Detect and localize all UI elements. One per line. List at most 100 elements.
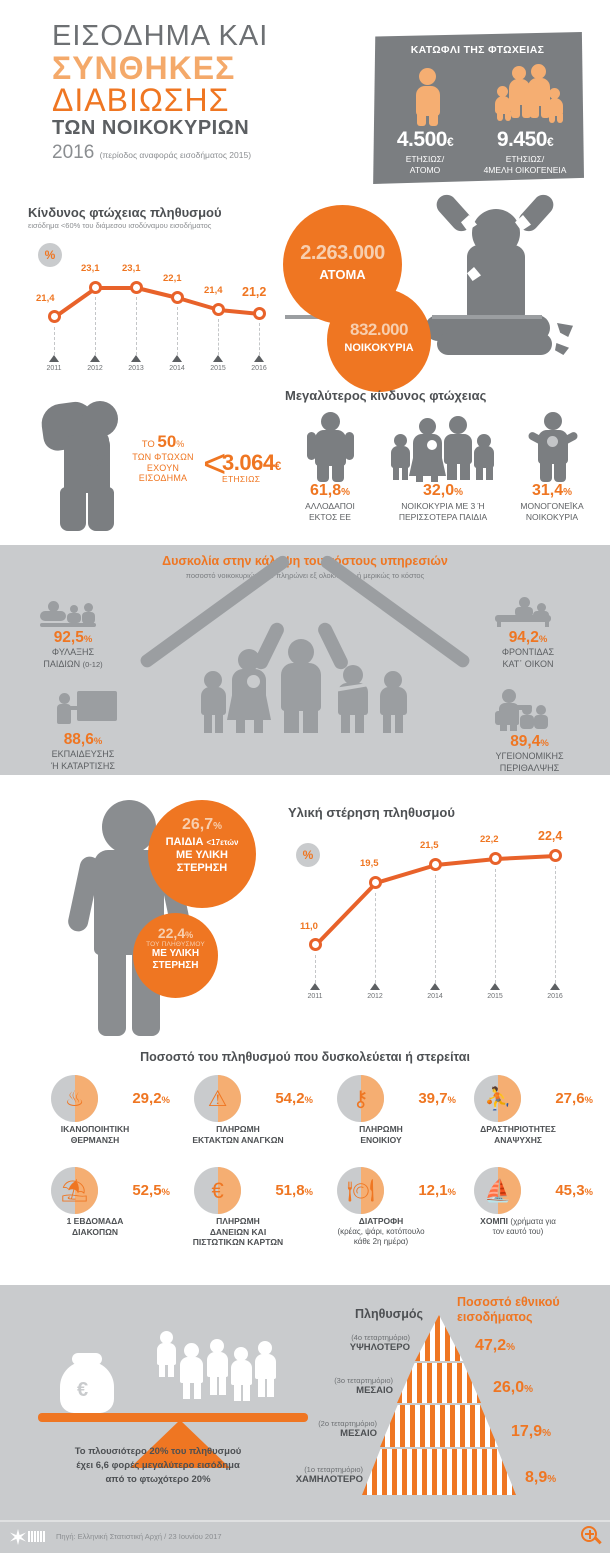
chart1-tick-2016: 2016	[251, 365, 267, 372]
zoom-in-icon[interactable]	[581, 1526, 602, 1547]
euro-sign: €	[546, 135, 554, 149]
chart1-tick-2013: 2013	[128, 365, 144, 372]
deprivation-item-emergency: ⚠ 54,2% ΠΛΗΡΩΜΗ ΕΚΤΑΚΤΩΝ ΑΝΑΓΚΩΝ	[163, 1075, 313, 1145]
poverty-threshold-title: ΚΑΤΩΦΛΙ ΤΗΣ ΦΤΩΧΕΙΑΣ	[410, 44, 545, 56]
warning-icon: ⚠	[194, 1075, 242, 1122]
euro-sign: €	[446, 135, 454, 149]
inequality-note: Το πλουσιότερο 20% του πληθυσμού έχει 6,…	[8, 1445, 308, 1486]
loans-label-3: ΠΙΣΤΩΤΙΚΩΝ ΚΑΡΤΩΝ	[192, 1237, 284, 1248]
service-item-homecare: 94,2% ΦΡΟΝΤΙΔΑΣ ΚΑΤ᾽ ΟΙΚΟΝ	[468, 629, 588, 670]
section-service-costs: Δυσκολία στην κάλυψη του κόστους υπηρεσι…	[0, 545, 610, 775]
percent-sign: %	[161, 1095, 170, 1106]
windsurf-glyph: ⛵	[483, 1177, 512, 1203]
pyramid-q2-note: (2ο τεταρτημόριο)	[318, 1419, 377, 1428]
pyramid-value-q4: 47,2%	[475, 1337, 515, 1355]
percent-sign: %	[83, 634, 93, 645]
title-year: 2016 (περίοδος αναφοράς εισοδήματος 2015…	[52, 142, 307, 164]
chart1-point-2012	[89, 281, 102, 294]
population-deprivation-sub: ΤΟΥ ΠΛΗΘΥΣΜΟΥ	[146, 941, 205, 948]
education-label-2: Ή ΚΑΤΑΡΤΙΣΗΣ	[51, 760, 115, 771]
childcare-icon	[40, 601, 96, 627]
chart1-point-2015	[212, 303, 225, 316]
chart-material-deprivation: Υλική στέρηση πληθυσμού % 11,0 19,5 21,5…	[288, 805, 588, 1025]
loans-label-1: ΠΛΗΡΩΜΗ	[216, 1216, 260, 1226]
chart2-label-2016: 22,4	[538, 829, 563, 843]
euro-symbol: €	[77, 1379, 89, 1401]
pyramid-q3-note: (3ο τεταρτημόριο)	[334, 1376, 393, 1385]
holiday-value: 52,5	[132, 1182, 162, 1199]
chart2-point-2016	[549, 849, 562, 862]
children-deprivation-l3: ΣΤΕΡΗΣΗ	[176, 862, 228, 875]
recreation-value: 27,6	[555, 1090, 585, 1107]
hobby-label-2: τον εαυτό του)	[492, 1227, 544, 1236]
holiday-icon: ⛱	[51, 1167, 99, 1214]
children-deprivation-l2: ΜΕ ΥΛΙΚΗ	[176, 849, 228, 862]
bubble-children-deprivation: 26,7% ΠΑΙΔΙΑ <17ετών ΜΕ ΥΛΙΚΗ ΣΤΕΡΗΣΗ	[148, 800, 256, 908]
year-note: (περίοδος αναφοράς εισοδήματος 2015)	[99, 149, 252, 160]
key-house-icon: ⚷	[337, 1075, 385, 1122]
family-group-icon	[383, 410, 503, 482]
pyramid-q3-value: 26,0	[493, 1379, 525, 1396]
percent-sign: %	[540, 738, 549, 749]
half-poor-pct-sign: %	[176, 439, 185, 449]
risk-group-foreigners: 61,8% ΑΛΛΟΔΑΠΟΙ ΕΚΤΟΣ ΕΕ	[283, 410, 377, 522]
hobby-label-note: (χρήματα για	[510, 1217, 556, 1226]
windsurf-icon: ⛵	[474, 1167, 522, 1214]
page-title: ΕΙΣΟΔΗΜΑ ΚΑΙ ΣΥΝΘΗΚΕΣ ΔΙΑΒΙΩΣΗΣ ΤΩΝ ΝΟΙΚ…	[52, 21, 307, 164]
divider-line-right	[432, 315, 542, 319]
children-deprivation-l1: ΠΑΙΔΙΑ	[165, 836, 204, 848]
pyramid-slab-q1	[362, 1449, 516, 1495]
pyramid-income-title: Ποσοστό εθνικού εισοδήματος	[457, 1295, 560, 1324]
pyramid-q2-name: ΜΕΣΑΙΟ	[340, 1428, 377, 1439]
percent-sign: %	[304, 1187, 313, 1198]
chart2-point-2012	[369, 876, 382, 889]
holiday-label-2: ΔΙΑΚΟΠΩΝ	[71, 1226, 119, 1237]
despair-figure-icon	[415, 175, 590, 360]
pyramid-q4-note: (4ο τεταρτημόριο)	[351, 1333, 410, 1342]
recreation-glyph: ⛹	[483, 1085, 512, 1111]
percent-sign: %	[506, 1342, 516, 1353]
loans-value: 51,8	[275, 1182, 305, 1199]
poverty-threshold-card: ΚΑΤΩΦΛΙ ΤΗΣ ΦΤΩΧΕΙΑΣ	[373, 32, 584, 184]
emergency-label-1: ΠΛΗΡΩΜΗ	[216, 1124, 260, 1134]
footer: Πηγή: Ελληνική Στατιστική Αρχή / 23 Ιουν…	[0, 1520, 610, 1553]
children-deprivation-value: 26,7	[181, 816, 214, 833]
percent-sign: %	[304, 1095, 313, 1106]
population-deprivation-value: 22,4	[157, 925, 186, 941]
footer-divider	[0, 1520, 610, 1522]
risk-value-single-parent: 31,4	[531, 482, 564, 499]
pyramid-value-q1: 8,9%	[525, 1469, 556, 1487]
chart2-point-2014	[429, 858, 442, 871]
threshold-label-family-2: 4ΜΕΛΗ ΟΙΚΟΓΕΝΕΙΑ	[483, 164, 567, 175]
pyramid-q2-value: 17,9	[511, 1423, 543, 1440]
chart1-point-2014	[171, 291, 184, 304]
pyramid-slab-q2	[380, 1405, 498, 1447]
education-label-1: ΕΚΠΑΙΔΕΥΣΗΣ	[51, 749, 115, 759]
half-poor-pct: 50	[157, 432, 177, 451]
pyramid-q4-value: 47,2	[475, 1337, 507, 1354]
chart1-tick-2011: 2011	[46, 365, 62, 372]
credit-card-icon: €	[194, 1167, 242, 1214]
section-income-inequality: €	[0, 1285, 610, 1520]
amount-value: 3.064	[222, 450, 275, 475]
heating-label-1: ΙΚΑΝΟΠΟΙΗΤΙΚΗ	[60, 1124, 130, 1134]
deprivation-item-holiday: ⛱ 52,5% 1 ΕΒΔΟΜΑΔΑ ΔΙΑΚΟΠΩΝ	[20, 1167, 170, 1237]
chart2-label-2014: 21,5	[420, 840, 439, 851]
half-poor-line4: ΕΙΣΟΔΗΜΑ	[138, 473, 188, 484]
recreation-label-2: ΑΝΑΨΥΧΗΣ	[494, 1134, 542, 1145]
title-line-4: ΤΩΝ ΝΟΙΚΟΚΥΡΙΩΝ	[52, 116, 250, 139]
chart2-tick-2016: 2016	[547, 993, 563, 1000]
half-poor-line3: ΕΧΟΥΝ	[146, 462, 180, 473]
childcare-label-1: ΦΥΛΑΞΗΣ	[51, 647, 95, 657]
chart1-tick-2015: 2015	[210, 365, 226, 372]
chart2-tick-2012: 2012	[367, 993, 383, 1000]
half-poor-line2: ΤΩΝ ΦΤΩΧΩΝ	[132, 452, 194, 463]
chart2-unit-badge: %	[296, 843, 320, 867]
emergency-value: 54,2	[275, 1090, 305, 1107]
percent-sign: %	[213, 821, 223, 832]
deprivation-item-loans: € 51,8% ΠΛΗΡΩΜΗ ΔΑΝΕΙΩΝ ΚΑΙ ΠΙΣΤΩΤΙΚΩΝ ΚΑΡ…	[163, 1167, 313, 1248]
threshold-value-person: 4.500	[396, 128, 448, 151]
hobby-label-1: ΧΟΜΠΙ	[480, 1216, 509, 1226]
percent-sign: %	[563, 487, 573, 498]
chart1-point-2016	[253, 307, 266, 320]
